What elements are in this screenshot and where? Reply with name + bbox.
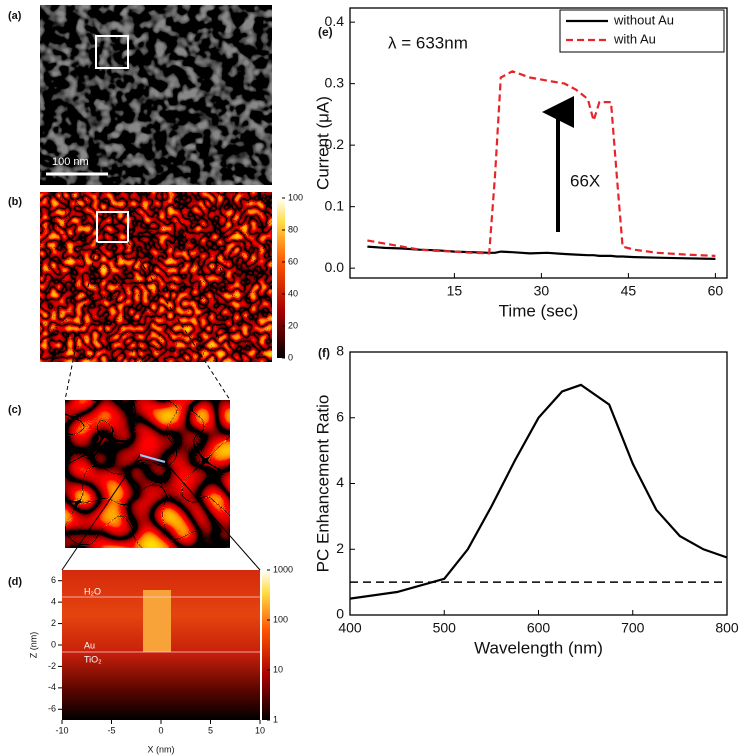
y-tick-label: 4 xyxy=(51,597,56,607)
zoom-texture xyxy=(65,400,230,548)
panel-label: (b) xyxy=(8,196,22,208)
y-tick-label: 6 xyxy=(336,408,344,424)
y-tick-label: 0.3 xyxy=(325,74,345,90)
y-axis-title: PC Enhancement Ratio xyxy=(313,395,332,573)
y-tick-label: 8 xyxy=(336,343,344,359)
colorbar-label: 1 xyxy=(273,714,278,724)
y-tick-label: -2 xyxy=(48,661,56,671)
colorbar xyxy=(262,570,270,720)
field-texture xyxy=(40,192,272,362)
y-tick-label: -6 xyxy=(48,704,56,714)
x-tick-label: 0 xyxy=(158,725,163,735)
panel-label: (c) xyxy=(8,404,22,416)
y-tick-label: 2 xyxy=(336,540,344,556)
sem-texture xyxy=(40,5,272,185)
y-tick-label: 2 xyxy=(51,618,56,628)
colorbar-label: 100 xyxy=(288,192,303,202)
x-tick-label: 5 xyxy=(208,725,213,735)
y-tick-label: -4 xyxy=(48,682,56,692)
layer-label: H₂O xyxy=(84,586,101,596)
x-tick-label: 600 xyxy=(527,620,551,636)
zoom-line xyxy=(164,461,261,571)
y-tick-label: 0 xyxy=(51,639,56,649)
zoom-line xyxy=(61,454,141,571)
colorbar-label: 20 xyxy=(288,320,298,330)
y-tick-label: 4 xyxy=(336,474,344,490)
x-tick-label: 400 xyxy=(338,620,362,636)
colorbar-label: 40 xyxy=(288,288,298,298)
x-axis-title: Wavelength (nm) xyxy=(474,638,603,657)
panel-label: (f) xyxy=(318,346,330,360)
y-tick-label: 0.2 xyxy=(325,136,345,152)
layer-label: TiO₂ xyxy=(84,654,102,664)
series-line xyxy=(349,383,728,600)
zoom-line xyxy=(64,241,98,401)
y-tick-label: 0.4 xyxy=(325,13,345,29)
x-tick-label: -10 xyxy=(55,725,68,735)
cut-line xyxy=(139,454,166,463)
x-tick-label: 45 xyxy=(621,283,637,299)
colorbar-label: 80 xyxy=(288,224,298,234)
plot-frame xyxy=(349,351,728,616)
x-tick-label: 10 xyxy=(255,725,265,735)
colorbar xyxy=(277,198,285,358)
layer-label: Au xyxy=(84,640,95,650)
x-tick-label: -5 xyxy=(107,725,115,735)
axis-label: X (nm) xyxy=(148,744,175,754)
legend-box xyxy=(559,9,725,53)
panel-label: (a) xyxy=(8,10,22,22)
plot-frame xyxy=(349,7,728,279)
x-tick-label: 30 xyxy=(534,283,550,299)
x-tick-label: 60 xyxy=(708,283,724,299)
legend-label: without Au xyxy=(613,12,674,27)
x-axis-title: Time (sec) xyxy=(499,301,579,320)
zoom-box xyxy=(95,35,129,69)
colorbar-label: 1000 xyxy=(273,564,293,574)
y-tick-label: 0.1 xyxy=(325,197,345,213)
x-tick-label: 700 xyxy=(621,620,645,636)
y-tick-label: 0.0 xyxy=(325,259,345,275)
pillar xyxy=(143,590,171,652)
x-tick-label: 15 xyxy=(447,283,463,299)
legend-label: with Au xyxy=(613,31,656,46)
zoom-box xyxy=(96,211,129,243)
y-tick-label: 0 xyxy=(336,606,344,622)
panel-label: (e) xyxy=(318,25,333,39)
scale-bar-label: 100 nm xyxy=(52,156,89,168)
panel-label: (d) xyxy=(8,576,22,588)
x-tick-label: 800 xyxy=(715,620,739,636)
annotation: 66X xyxy=(570,171,600,190)
colorbar-label: 100 xyxy=(273,614,288,624)
x-tick-label: 500 xyxy=(433,620,457,636)
series-line xyxy=(367,70,716,257)
y-axis-title: Current (μA) xyxy=(313,96,332,190)
colorbar-label: 60 xyxy=(288,256,298,266)
axis-label: Z (nm) xyxy=(28,632,38,659)
y-tick-label: 6 xyxy=(51,575,56,585)
colorbar-label: 10 xyxy=(273,664,283,674)
colorbar-label: 0 xyxy=(288,352,293,362)
zoom-line xyxy=(127,241,231,401)
annotation: λ = 633nm xyxy=(388,33,468,52)
